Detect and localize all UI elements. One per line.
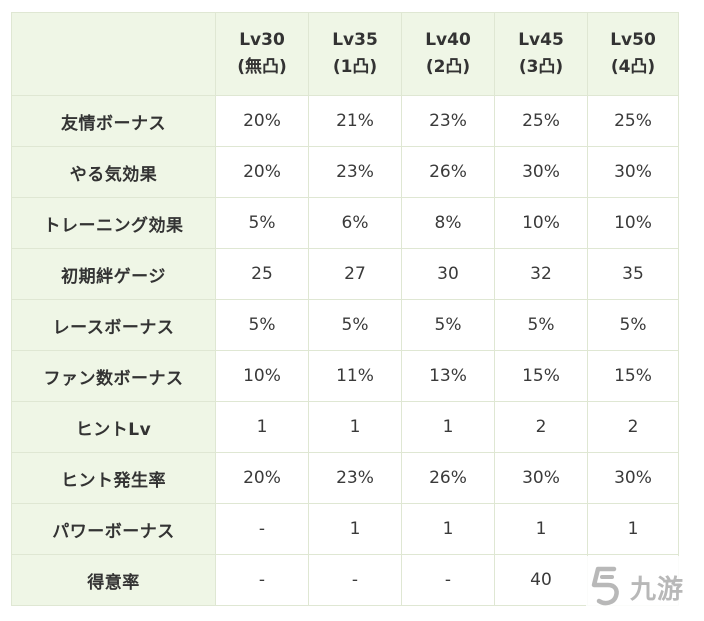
table-cell: 1 <box>401 401 495 453</box>
table-cell: 30% <box>587 452 679 504</box>
table-row: レースボーナス 5% 5% 5% 5% 5% <box>11 299 679 351</box>
header-cell-lv30: Lv30 (無凸) <box>215 12 309 96</box>
row-label: 得意率 <box>11 554 216 606</box>
table-cell: 26% <box>401 146 495 198</box>
table-cell: 27 <box>308 248 402 300</box>
header-limit: (4凸) <box>610 57 656 77</box>
table-cell: 10% <box>587 197 679 249</box>
table-cell: 23% <box>401 95 495 147</box>
table-cell: 23% <box>308 146 402 198</box>
table-cell: 20% <box>215 146 309 198</box>
header-row: Lv30 (無凸) Lv35 (1凸) Lv40 (2凸) Lv45 (3凸) … <box>11 12 679 96</box>
table-cell: 20% <box>215 95 309 147</box>
table-cell: 5% <box>401 299 495 351</box>
header-cell-lv50: Lv50 (4凸) <box>587 12 679 96</box>
header-level: Lv30 <box>239 30 285 50</box>
table-cell: 21% <box>308 95 402 147</box>
table-cell: 30% <box>494 452 588 504</box>
row-label: ファン数ボーナス <box>11 350 216 402</box>
table-row: ヒントLv 1 1 1 2 2 <box>11 401 679 453</box>
header-cell-lv45: Lv45 (3凸) <box>494 12 588 96</box>
table-row: ヒント発生率 20% 23% 26% 30% 30% <box>11 452 679 504</box>
table-container: Lv30 (無凸) Lv35 (1凸) Lv40 (2凸) Lv45 (3凸) … <box>11 12 679 606</box>
table-row: パワーボーナス - 1 1 1 1 <box>11 503 679 555</box>
table-cell: 1 <box>308 503 402 555</box>
table-cell: 5% <box>308 299 402 351</box>
table-cell: 15% <box>494 350 588 402</box>
table-cell: 40 <box>494 554 588 606</box>
table-cell: 25% <box>587 95 679 147</box>
table-cell: 30 <box>401 248 495 300</box>
table-cell: 1 <box>587 503 679 555</box>
table-cell: 23% <box>308 452 402 504</box>
table-cell: 5% <box>215 197 309 249</box>
table-cell: 1 <box>494 503 588 555</box>
table-row: トレーニング効果 5% 6% 8% 10% 10% <box>11 197 679 249</box>
table-row: 得意率 - - - 40 <box>11 554 679 606</box>
header-level: Lv35 <box>332 30 378 50</box>
table-cell: 20% <box>215 452 309 504</box>
table-cell: - <box>215 503 309 555</box>
table-cell: 5% <box>215 299 309 351</box>
table-cell: 26% <box>401 452 495 504</box>
table-cell: 11% <box>308 350 402 402</box>
table-cell: - <box>401 554 495 606</box>
table-row: やる気効果 20% 23% 26% 30% 30% <box>11 146 679 198</box>
watermark-text: 九游 <box>630 574 685 605</box>
table-cell: 30% <box>587 146 679 198</box>
table-cell: 25 <box>215 248 309 300</box>
header-limit: (無凸) <box>237 57 287 77</box>
header-limit: (1凸) <box>332 57 378 77</box>
header-level: Lv50 <box>610 30 656 50</box>
header-limit: (2凸) <box>425 57 471 77</box>
table-cell: - <box>308 554 402 606</box>
row-label: やる気効果 <box>11 146 216 198</box>
table-row: 友情ボーナス 20% 21% 23% 25% 25% <box>11 95 679 147</box>
row-label: レースボーナス <box>11 299 216 351</box>
table-cell: - <box>215 554 309 606</box>
table-cell: 2 <box>587 401 679 453</box>
table-cell: 32 <box>494 248 588 300</box>
table-cell: 1 <box>401 503 495 555</box>
table-cell: 1 <box>308 401 402 453</box>
table-cell: 2 <box>494 401 588 453</box>
header-cell-lv35: Lv35 (1凸) <box>308 12 402 96</box>
table-cell: 5% <box>587 299 679 351</box>
table-cell: 30% <box>494 146 588 198</box>
row-label: ヒント発生率 <box>11 452 216 504</box>
table-cell: 5% <box>494 299 588 351</box>
table-row: ファン数ボーナス 10% 11% 13% 15% 15% <box>11 350 679 402</box>
header-level: Lv45 <box>518 30 564 50</box>
header-level: Lv40 <box>425 30 471 50</box>
row-label: ヒントLv <box>11 401 216 453</box>
row-label: パワーボーナス <box>11 503 216 555</box>
header-limit: (3凸) <box>518 57 564 77</box>
header-cell-lv40: Lv40 (2凸) <box>401 12 495 96</box>
table-cell: 15% <box>587 350 679 402</box>
header-corner-cell <box>11 12 216 96</box>
table-cell: 13% <box>401 350 495 402</box>
table-cell: 25% <box>494 95 588 147</box>
table-cell: 8% <box>401 197 495 249</box>
row-label: トレーニング効果 <box>11 197 216 249</box>
table-row: 初期絆ゲージ 25 27 30 32 35 <box>11 248 679 300</box>
table-cell: 35 <box>587 248 679 300</box>
table-cell: 10% <box>215 350 309 402</box>
row-label: 友情ボーナス <box>11 95 216 147</box>
table-cell: 10% <box>494 197 588 249</box>
table-cell: 1 <box>215 401 309 453</box>
watermark: 九游 <box>586 556 704 618</box>
jiuyou-logo-icon <box>591 566 619 606</box>
table-cell: 6% <box>308 197 402 249</box>
support-card-stats-table: Lv30 (無凸) Lv35 (1凸) Lv40 (2凸) Lv45 (3凸) … <box>11 12 679 606</box>
row-label: 初期絆ゲージ <box>11 248 216 300</box>
